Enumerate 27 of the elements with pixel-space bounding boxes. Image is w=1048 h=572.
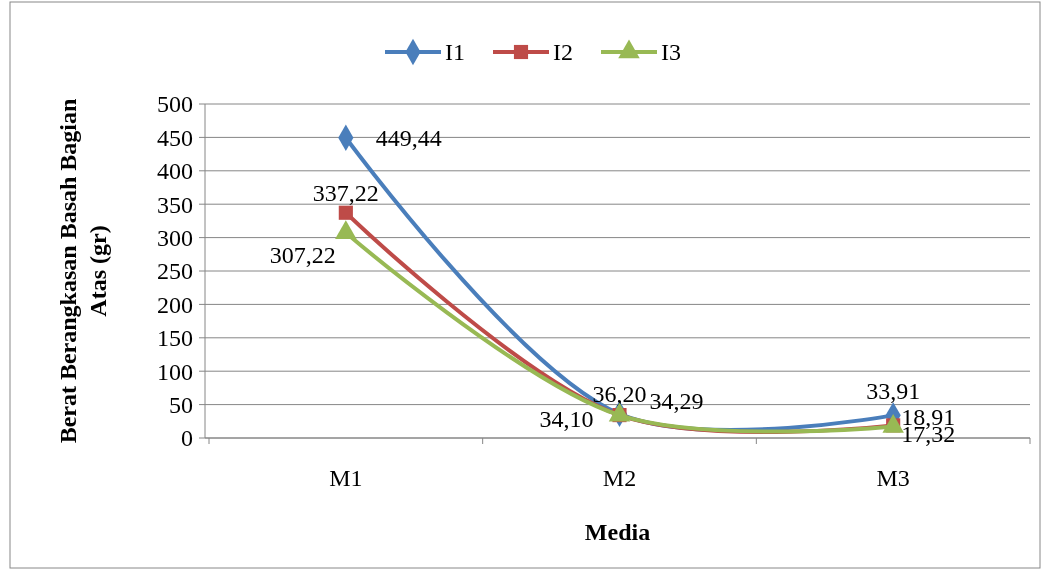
- y-tick-label: 500: [157, 91, 193, 118]
- data-label: 449,44: [375, 124, 442, 151]
- y-tick-label: 100: [157, 358, 193, 385]
- x-tick-label: M2: [602, 465, 637, 491]
- x-axis-title: Media: [584, 519, 651, 545]
- data-label: 337,22: [312, 179, 379, 206]
- y-tick-label: 200: [157, 291, 193, 318]
- y-tick-label: 400: [157, 158, 193, 185]
- data-label: 36,20: [592, 380, 647, 407]
- y-tick-label: 50: [169, 392, 193, 418]
- legend-label: I3: [661, 39, 681, 66]
- y-tick-label: 300: [157, 225, 193, 251]
- legend-label: I1: [445, 39, 465, 66]
- legend-label: I2: [553, 39, 573, 66]
- data-label: 34,29: [649, 388, 704, 415]
- y-tick-label: 150: [157, 325, 193, 352]
- y-tick-label: 0: [181, 425, 193, 452]
- point: [338, 205, 353, 220]
- y-axis-title: Berat Berangkasan Basah Bagian Atas (gr): [55, 98, 111, 444]
- data-label: 34,10: [539, 406, 594, 433]
- y-tick-label: 350: [157, 191, 193, 218]
- data-label: 307,22: [269, 241, 336, 268]
- x-tick-label: M1: [329, 465, 363, 491]
- x-tick-label: M3: [876, 465, 910, 491]
- y-tick-label: 250: [157, 258, 193, 285]
- y-tick-label: 450: [157, 124, 193, 151]
- data-label: 33,91: [866, 378, 921, 405]
